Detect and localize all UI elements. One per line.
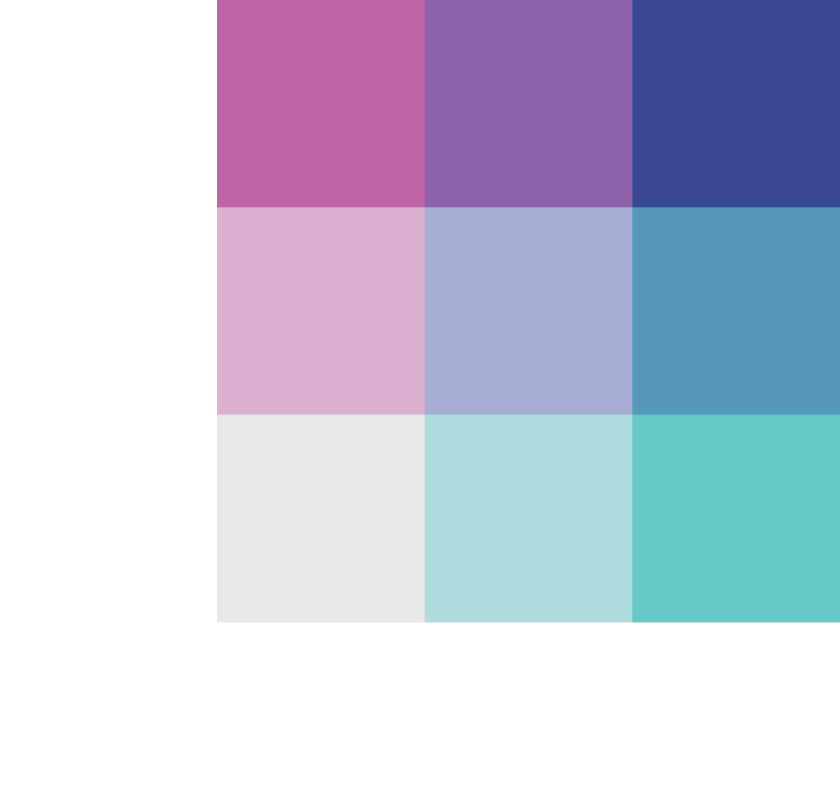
grid-cell-r2-c1 <box>217 207 426 416</box>
grid-cell-r1-c2 <box>424 0 633 208</box>
grid-cells <box>217 0 840 623</box>
grid-cell-r1-c1 <box>217 0 426 208</box>
grid-cell-r3-c2 <box>424 414 633 623</box>
grid-cell-r2-c2 <box>424 207 633 416</box>
grid-cell-r3-c3 <box>632 414 840 623</box>
grid-cell-r1-c3 <box>632 0 840 208</box>
grid-cell-r3-c1 <box>217 414 426 623</box>
grid-cell-r2-c3 <box>632 207 840 416</box>
